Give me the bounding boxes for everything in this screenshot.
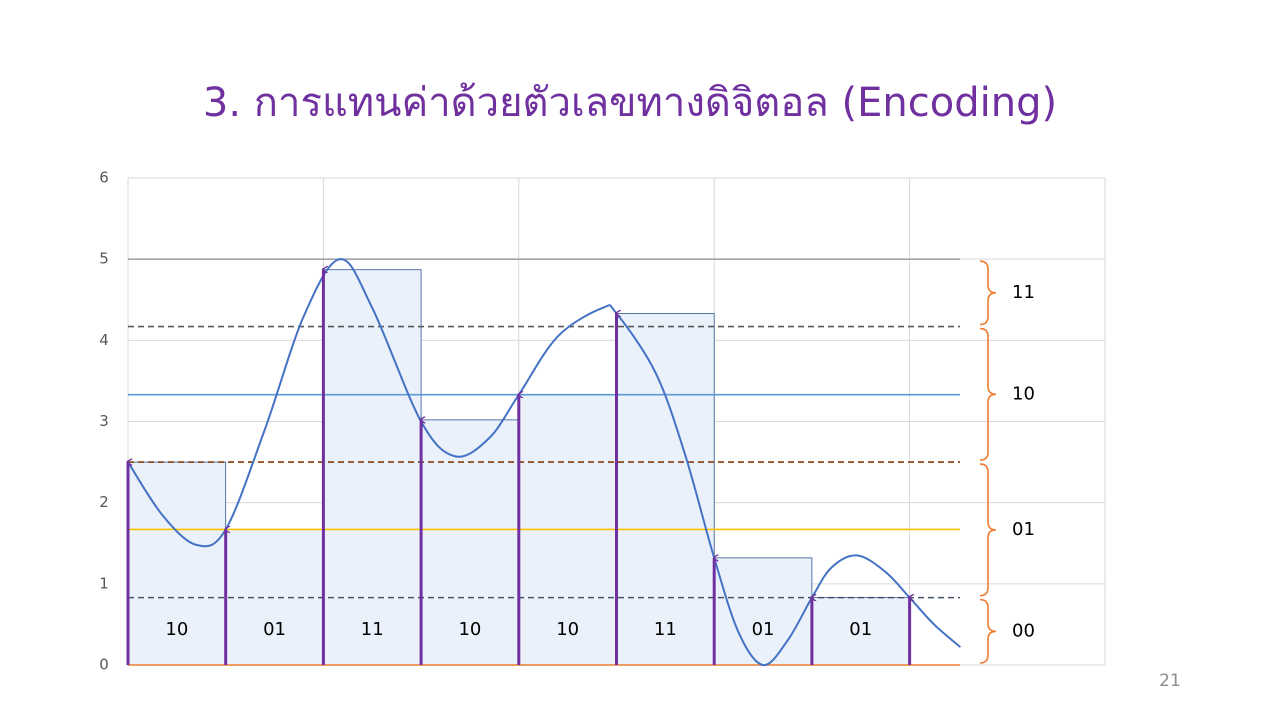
held-bar xyxy=(713,557,813,666)
slide-title: 3. การแทนค่าด้วยตัวเลขทางดิจิตอล (Encodi… xyxy=(203,80,1057,126)
brace-label: 10 xyxy=(1012,383,1035,404)
y-tick-label: 3 xyxy=(99,412,109,430)
held-bar xyxy=(322,269,422,666)
held-bar xyxy=(616,313,715,666)
analog-curve xyxy=(127,258,962,667)
brace-label: 11 xyxy=(1012,282,1035,303)
code-label: 11 xyxy=(361,619,384,640)
brace xyxy=(979,327,997,461)
code-label: 11 xyxy=(654,619,677,640)
held-bar xyxy=(127,461,227,666)
y-tick-label: 6 xyxy=(99,169,109,187)
code-label: 01 xyxy=(752,619,775,640)
y-tick-label: 0 xyxy=(99,656,109,674)
code-label: 10 xyxy=(458,619,481,640)
brace-label: 01 xyxy=(1012,519,1035,540)
y-tick-label: 2 xyxy=(99,493,109,511)
code-label: 01 xyxy=(849,619,872,640)
code-label: 10 xyxy=(556,619,579,640)
brace-label: 00 xyxy=(1012,620,1035,641)
held-bar xyxy=(420,419,520,666)
brace xyxy=(979,260,997,326)
y-tick-label: 5 xyxy=(99,250,109,268)
code-label: 01 xyxy=(263,619,286,640)
code-label: 10 xyxy=(165,619,188,640)
y-tick-label: 4 xyxy=(99,331,109,349)
y-tick-label: 1 xyxy=(99,574,109,592)
page-number: 21 xyxy=(1159,671,1181,691)
brace xyxy=(979,598,997,664)
brace xyxy=(979,463,997,597)
